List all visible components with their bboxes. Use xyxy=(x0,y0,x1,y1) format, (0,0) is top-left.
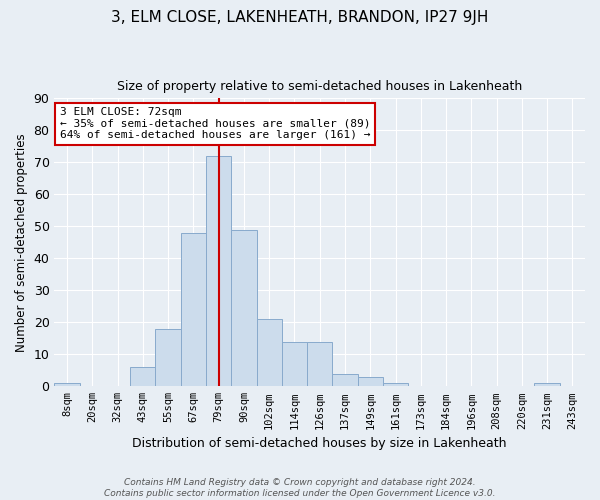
Bar xyxy=(206,156,231,386)
Text: 3 ELM CLOSE: 72sqm
← 35% of semi-detached houses are smaller (89)
64% of semi-de: 3 ELM CLOSE: 72sqm ← 35% of semi-detache… xyxy=(60,107,370,140)
Bar xyxy=(332,374,358,386)
Text: Contains HM Land Registry data © Crown copyright and database right 2024.
Contai: Contains HM Land Registry data © Crown c… xyxy=(104,478,496,498)
Bar xyxy=(535,383,560,386)
Bar xyxy=(282,342,307,386)
Text: 3, ELM CLOSE, LAKENHEATH, BRANDON, IP27 9JH: 3, ELM CLOSE, LAKENHEATH, BRANDON, IP27 … xyxy=(112,10,488,25)
Bar xyxy=(358,376,383,386)
Bar xyxy=(155,328,181,386)
Bar xyxy=(130,367,155,386)
Title: Size of property relative to semi-detached houses in Lakenheath: Size of property relative to semi-detach… xyxy=(117,80,523,93)
X-axis label: Distribution of semi-detached houses by size in Lakenheath: Distribution of semi-detached houses by … xyxy=(133,437,507,450)
Bar xyxy=(181,232,206,386)
Y-axis label: Number of semi-detached properties: Number of semi-detached properties xyxy=(15,133,28,352)
Bar xyxy=(307,342,332,386)
Bar xyxy=(55,383,80,386)
Bar xyxy=(231,230,257,386)
Bar xyxy=(257,319,282,386)
Bar xyxy=(383,383,408,386)
